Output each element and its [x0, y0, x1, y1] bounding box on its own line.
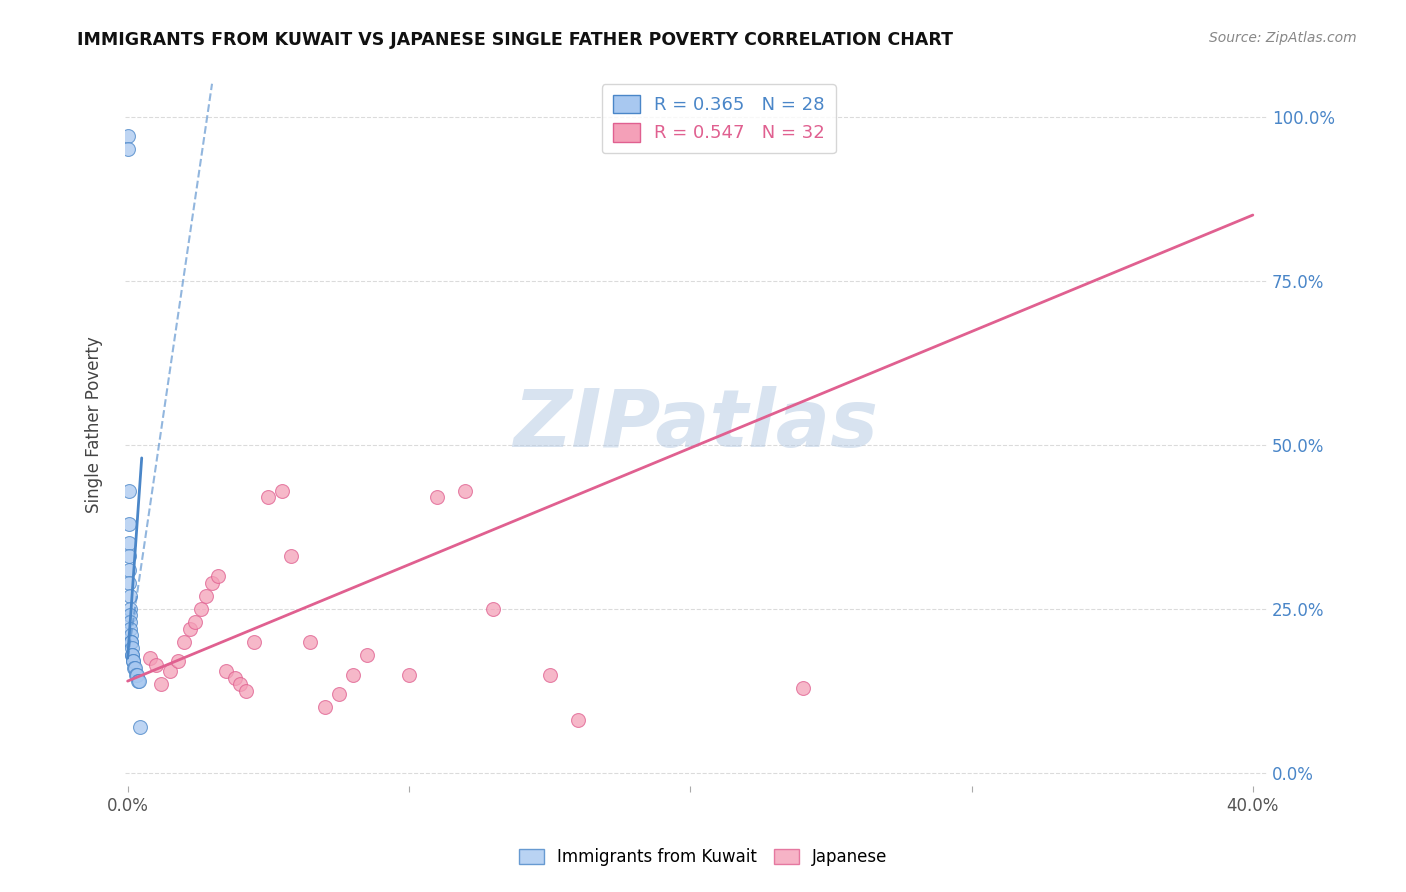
Legend: R = 0.365   N = 28, R = 0.547   N = 32: R = 0.365 N = 28, R = 0.547 N = 32	[602, 84, 835, 153]
Point	[356, 648, 378, 662]
Point	[139, 651, 162, 665]
Point	[129, 720, 152, 734]
Point	[120, 628, 142, 642]
Point	[117, 142, 139, 156]
Point	[118, 608, 141, 623]
Point	[567, 714, 589, 728]
Point	[120, 622, 142, 636]
Point	[120, 615, 142, 629]
Point	[235, 684, 257, 698]
Point	[201, 575, 224, 590]
Point	[159, 665, 181, 679]
Point	[179, 622, 201, 636]
Point	[117, 129, 139, 144]
Text: ZIPatlas: ZIPatlas	[513, 386, 879, 464]
Point	[190, 602, 212, 616]
Point	[224, 671, 246, 685]
Point	[124, 667, 146, 681]
Point	[118, 589, 141, 603]
Point	[118, 575, 141, 590]
Point	[398, 667, 420, 681]
Point	[792, 681, 814, 695]
Point	[342, 667, 364, 681]
Point	[243, 634, 266, 648]
Point	[538, 667, 561, 681]
Point	[124, 661, 146, 675]
Point	[150, 677, 173, 691]
Y-axis label: Single Father Poverty: Single Father Poverty	[86, 336, 103, 514]
Point	[121, 655, 143, 669]
Point	[121, 641, 143, 656]
Point	[120, 634, 142, 648]
Point	[118, 536, 141, 550]
Point	[118, 602, 141, 616]
Point	[128, 674, 150, 689]
Point	[118, 516, 141, 531]
Point	[122, 655, 145, 669]
Point	[207, 569, 229, 583]
Point	[299, 634, 322, 648]
Point	[271, 483, 294, 498]
Point	[173, 634, 195, 648]
Point	[121, 648, 143, 662]
Point	[280, 549, 302, 564]
Point	[454, 483, 477, 498]
Point	[229, 677, 252, 691]
Point	[195, 589, 218, 603]
Point	[118, 549, 141, 564]
Point	[120, 634, 142, 648]
Point	[127, 674, 149, 689]
Text: IMMIGRANTS FROM KUWAIT VS JAPANESE SINGLE FATHER POVERTY CORRELATION CHART: IMMIGRANTS FROM KUWAIT VS JAPANESE SINGL…	[77, 31, 953, 49]
Point	[125, 667, 148, 681]
Point	[314, 700, 336, 714]
Point	[482, 602, 505, 616]
Point	[215, 665, 238, 679]
Point	[118, 562, 141, 576]
Point	[145, 657, 167, 672]
Point	[257, 491, 280, 505]
Point	[167, 655, 190, 669]
Point	[426, 491, 449, 505]
Point	[121, 648, 143, 662]
Point	[122, 661, 145, 675]
Legend: Immigrants from Kuwait, Japanese: Immigrants from Kuwait, Japanese	[512, 842, 894, 873]
Point	[118, 483, 141, 498]
Text: Source: ZipAtlas.com: Source: ZipAtlas.com	[1209, 31, 1357, 45]
Point	[328, 687, 350, 701]
Point	[184, 615, 207, 629]
